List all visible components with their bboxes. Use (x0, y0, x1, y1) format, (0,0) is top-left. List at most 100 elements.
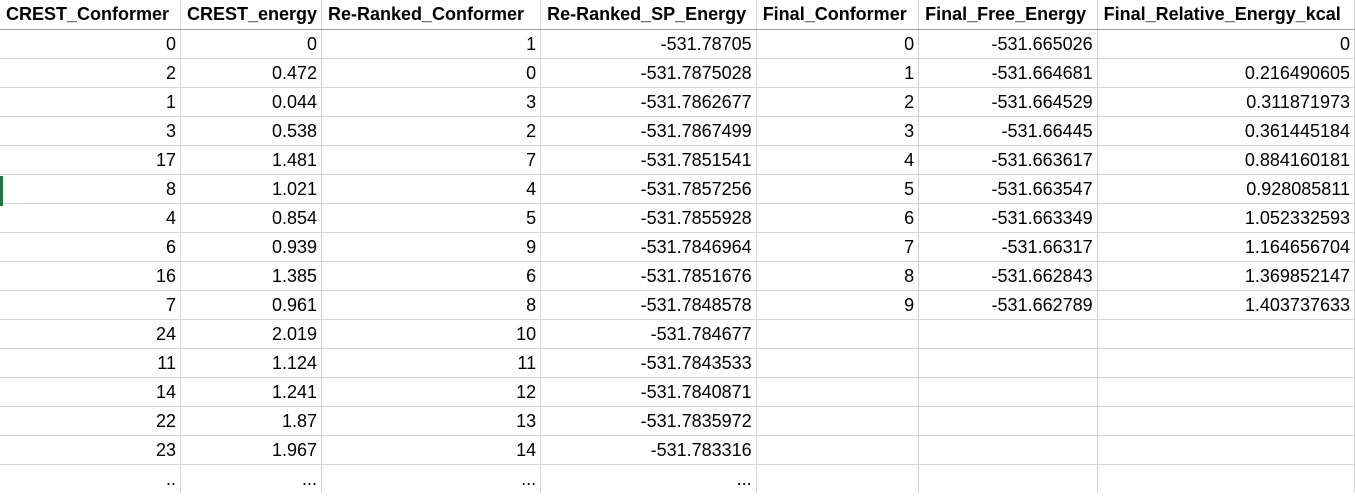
table-cell[interactable]: 12 (321, 377, 542, 407)
table-cell[interactable]: 8 (756, 261, 920, 291)
table-cell[interactable]: 4 (756, 145, 920, 175)
table-cell[interactable] (1097, 406, 1355, 436)
table-cell[interactable]: -531.662789 (918, 290, 1098, 320)
table-cell[interactable]: 4 (321, 174, 542, 204)
table-cell[interactable] (756, 319, 920, 349)
table-cell[interactable]: 1.481 (180, 145, 323, 175)
table-cell[interactable]: 7 (756, 232, 920, 262)
table-cell[interactable] (1097, 377, 1355, 407)
table-cell[interactable]: -531.663547 (918, 174, 1098, 204)
table-cell[interactable]: 9 (756, 290, 920, 320)
table-cell[interactable] (1097, 435, 1355, 465)
column-header[interactable]: Final_Free_Energy (918, 0, 1098, 30)
table-cell[interactable]: 0.854 (180, 203, 323, 233)
table-cell[interactable]: 9 (321, 232, 542, 262)
table-cell[interactable]: 1 (0, 87, 181, 117)
table-cell[interactable]: 10 (321, 319, 542, 349)
table-cell[interactable]: 6 (756, 203, 920, 233)
table-cell[interactable]: -531.664681 (918, 58, 1098, 88)
table-cell[interactable]: 1.052332593 (1097, 203, 1355, 233)
table-cell[interactable]: 13 (321, 406, 542, 436)
column-header[interactable]: CREST_energy (180, 0, 323, 30)
table-cell[interactable]: -531.7862677 (540, 87, 757, 117)
table-cell[interactable]: -531.664529 (918, 87, 1098, 117)
table-cell[interactable]: 5 (321, 203, 542, 233)
table-cell[interactable]: 1.124 (180, 348, 323, 378)
column-header[interactable]: Final_Conformer (756, 0, 920, 30)
table-cell[interactable]: 16 (0, 261, 181, 291)
table-cell[interactable]: -531.7835972 (540, 406, 757, 436)
table-cell[interactable]: -531.78705 (540, 29, 757, 59)
table-cell[interactable] (918, 406, 1098, 436)
table-cell[interactable]: ... (180, 464, 323, 493)
table-cell[interactable]: 1.241 (180, 377, 323, 407)
table-cell[interactable]: ... (540, 464, 757, 493)
table-cell[interactable]: 3 (0, 116, 181, 146)
table-cell[interactable] (918, 464, 1098, 493)
table-cell[interactable]: -531.7843533 (540, 348, 757, 378)
table-cell[interactable] (756, 348, 920, 378)
table-cell[interactable]: 7 (321, 145, 542, 175)
table-cell[interactable]: 0.216490605 (1097, 58, 1355, 88)
table-cell[interactable] (756, 435, 920, 465)
table-cell[interactable] (918, 435, 1098, 465)
table-cell[interactable] (918, 319, 1098, 349)
table-cell[interactable]: -531.663349 (918, 203, 1098, 233)
table-cell[interactable]: 0 (756, 29, 920, 59)
table-cell[interactable]: 0.311871973 (1097, 87, 1355, 117)
table-cell[interactable]: 0.361445184 (1097, 116, 1355, 146)
table-cell[interactable]: -531.7848578 (540, 290, 757, 320)
table-cell[interactable]: 2 (321, 116, 542, 146)
table-cell[interactable]: 1.967 (180, 435, 323, 465)
table-cell[interactable]: 17 (0, 145, 181, 175)
table-cell[interactable]: -531.784677 (540, 319, 757, 349)
table-cell[interactable]: 6 (0, 232, 181, 262)
column-header[interactable]: Final_Relative_Energy_kcal (1097, 0, 1355, 30)
table-cell[interactable]: 24 (0, 319, 181, 349)
column-header[interactable]: CREST_Conformer (0, 0, 181, 30)
table-cell[interactable]: 14 (321, 435, 542, 465)
table-cell[interactable]: -531.663617 (918, 145, 1098, 175)
table-cell[interactable]: 4 (0, 203, 181, 233)
table-cell[interactable]: 2 (0, 58, 181, 88)
table-cell[interactable]: -531.7875028 (540, 58, 757, 88)
table-cell[interactable]: 2 (756, 87, 920, 117)
table-cell[interactable]: 1.164656704 (1097, 232, 1355, 262)
table-cell[interactable] (756, 406, 920, 436)
table-cell[interactable]: -531.665026 (918, 29, 1098, 59)
table-cell[interactable]: 1.021 (180, 174, 323, 204)
table-cell[interactable]: -531.7840871 (540, 377, 757, 407)
table-cell[interactable]: 23 (0, 435, 181, 465)
table-cell[interactable]: -531.66445 (918, 116, 1098, 146)
table-cell[interactable]: -531.662843 (918, 261, 1098, 291)
table-cell[interactable]: 0 (180, 29, 323, 59)
table-cell[interactable]: 1.87 (180, 406, 323, 436)
table-cell[interactable]: 1 (756, 58, 920, 88)
table-cell[interactable]: 0.538 (180, 116, 323, 146)
table-cell[interactable]: 0.472 (180, 58, 323, 88)
table-cell[interactable] (1097, 348, 1355, 378)
table-cell[interactable]: -531.7857256 (540, 174, 757, 204)
table-cell[interactable]: 3 (756, 116, 920, 146)
table-cell[interactable]: 11 (0, 348, 181, 378)
table-cell[interactable]: -531.783316 (540, 435, 757, 465)
table-cell[interactable]: 1.385 (180, 261, 323, 291)
table-cell[interactable] (756, 377, 920, 407)
table-cell[interactable] (1097, 464, 1355, 493)
table-cell[interactable]: 7 (0, 290, 181, 320)
table-cell[interactable]: 3 (321, 87, 542, 117)
table-cell[interactable]: 11 (321, 348, 542, 378)
table-cell[interactable]: 0.961 (180, 290, 323, 320)
table-cell[interactable]: 1 (321, 29, 542, 59)
table-cell[interactable]: 5 (756, 174, 920, 204)
table-cell[interactable] (1097, 319, 1355, 349)
table-cell[interactable]: 0.939 (180, 232, 323, 262)
table-cell[interactable]: 1.403737633 (1097, 290, 1355, 320)
table-cell[interactable]: .. (0, 464, 181, 493)
table-cell[interactable]: 0.928085811 (1097, 174, 1355, 204)
column-header[interactable]: Re-Ranked_SP_Energy (540, 0, 757, 30)
table-cell[interactable]: 0.044 (180, 87, 323, 117)
table-cell[interactable]: 0 (0, 29, 181, 59)
table-cell[interactable]: 14 (0, 377, 181, 407)
table-cell[interactable]: ... (321, 464, 542, 493)
